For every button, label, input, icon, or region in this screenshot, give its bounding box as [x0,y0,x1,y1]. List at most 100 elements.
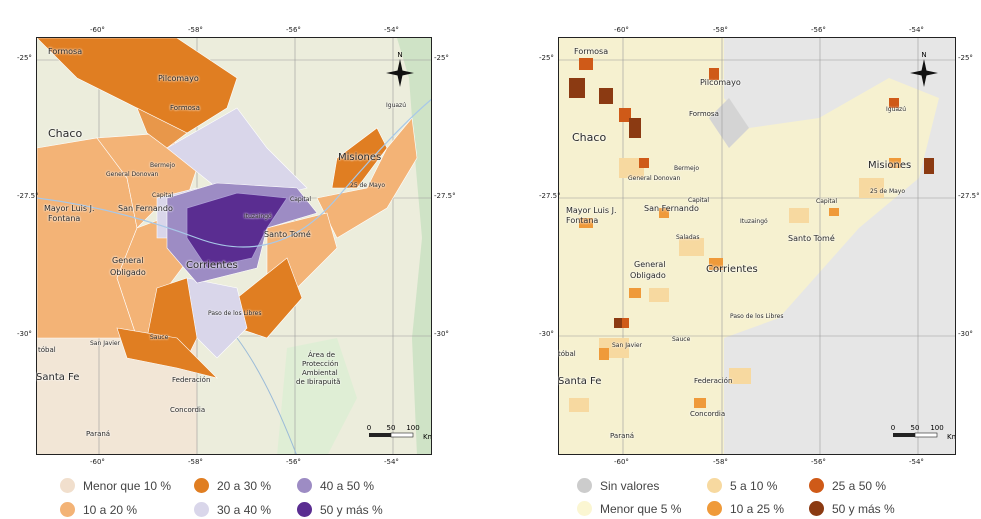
y-tick-left-left-0: -25° [17,54,32,62]
legend-label: 25 a 50 % [832,478,887,493]
place-label-left-4: Bermejo [150,162,176,169]
map-left[interactable]: N 0 50 100 Km [36,37,432,455]
legend-swatch [707,478,722,493]
zone-20-30-misiones [331,127,388,189]
map-right-canvas: N 0 50 100 Km [559,38,955,454]
place-label-right-24: Federación [694,377,733,385]
map-left-canvas: N 0 50 100 Km [37,38,432,454]
place-label-left-14: Ituzaingó [244,213,272,220]
legend-swatch [60,478,75,493]
legend-label: 30 a 40 % [217,502,272,517]
scale-label-left-2: 100 [406,424,419,432]
place-label-left-25: de Ibirapuitã [296,378,341,386]
scale-label-right-2: 100 [930,424,943,432]
x-tick-bottom-right-1: -58° [713,458,728,466]
place-label-right-13: San Fernando [644,204,699,213]
x-tick-top-left-2: -56° [286,26,301,34]
legend-item: Sin valores [577,478,659,493]
place-label-left-11: Mayor Luis J. [44,204,95,213]
place-label-left-29: Paraná [86,430,111,438]
legend-label: 10 a 20 % [83,502,138,517]
place-label-left-19: Paso de los Libres [208,310,262,317]
x-tick-bottom-right-0: -60° [614,458,629,466]
place-label-left-0: Formosa [48,47,83,56]
land-brazil-green [397,38,431,454]
place-label-left-16: General [112,256,144,265]
map-right[interactable]: N 0 50 100 Km [558,37,956,455]
place-label-left-30: tóbal [38,346,56,354]
y-tick-right-right-2: -30° [958,330,973,338]
x-tick-top-right-1: -58° [713,26,728,34]
legend-swatch [194,478,209,493]
place-label-left-6: Misiones [338,152,382,163]
place-label-right-12: Fontana [566,216,599,225]
place-label-left-5: General Donovan [106,171,159,178]
place-label-right-16: Santo Tomé [788,234,835,243]
legend-label: 5 a 10 % [730,478,778,493]
place-label-left-2: Formosa [170,104,200,112]
place-label-right-11: Mayor Luis J. [566,206,617,215]
scale-label-left-3: Km [423,433,432,441]
place-label-left-15: Santo Tomé [264,230,311,239]
zone-10-20-misiones [316,117,418,239]
legend-label: Menor que 5 % [600,501,682,516]
y-tick-left-right-0: -25° [539,54,554,62]
place-label-right-6: Iguazú [886,106,907,113]
legend-swatch [297,478,312,493]
legend-swatch [297,502,312,517]
x-tick-top-right-0: -60° [614,26,629,34]
place-label-left-3: Chaco [48,127,83,140]
legend-item: 20 a 30 % [194,478,271,493]
zone-20-30-formosa [37,38,238,134]
x-tick-top-left-3: -54° [384,26,399,34]
north-arrow-icon [910,59,938,87]
river-parana [37,98,431,248]
y-tick-right-right-1: -27.5° [958,192,980,200]
legend-swatch [194,502,209,517]
place-label-right-5: General Donovan [628,175,681,182]
scale-bar [893,432,938,438]
place-label-right-14: Saladas [676,234,700,241]
legend-swatch [809,501,824,516]
y-tick-left-right-1: -27.5° [539,192,561,200]
x-tick-bottom-right-2: -56° [811,458,826,466]
place-label-right-9: Capital [688,197,710,204]
y-tick-left-right-2: -30° [539,330,554,338]
x-tick-bottom-left-1: -58° [188,458,203,466]
place-label-left-7: Iguazú [386,102,407,109]
place-label-left-28: Concordia [170,406,206,414]
zone-30-40-corrientes [186,277,248,359]
scale-bar [369,432,414,438]
x-tick-top-right-2: -56° [811,26,826,34]
place-label-right-25: Concordia [690,410,726,418]
legend-label: 50 y más % [832,501,895,516]
place-label-right-15: Ituzaingó [740,218,768,225]
patches-10-25 [579,158,901,408]
place-label-right-3: Chaco [572,131,607,144]
place-label-left-12: Fontana [48,214,81,223]
place-label-right-27: tóbal [558,350,576,358]
legend-label: 20 a 30 % [217,478,272,493]
scale-label-right-1: 50 [911,424,920,432]
place-label-right-21: San Javier [612,342,643,349]
place-label-left-21: Sauce [150,334,169,341]
y-tick-right-left-0: -25° [434,54,449,62]
patches-25-50 [579,58,899,328]
place-label-left-24: Ambiental [302,369,338,377]
legend-swatch [577,501,592,516]
legend-swatch [809,478,824,493]
place-label-right-10: Capital [816,198,838,205]
place-label-right-17: General [634,260,666,269]
place-label-right-1: Pilcomayo [700,78,741,87]
x-tick-bottom-right-3: -54° [909,458,924,466]
legend-label: Menor que 10 % [83,478,172,493]
place-label-right-20: Paso de los Libres [730,313,784,320]
place-label-left-8: 25 de Mayo [350,182,386,189]
legend-item: 10 a 20 % [60,502,137,517]
scale-label-right-0: 0 [891,424,895,432]
legend-item: 25 a 50 % [809,478,886,493]
x-tick-bottom-left-3: -54° [384,458,399,466]
y-tick-right-right-0: -25° [958,54,973,62]
place-label-right-23: Santa Fe [558,376,602,387]
y-tick-right-left-2: -30° [434,330,449,338]
